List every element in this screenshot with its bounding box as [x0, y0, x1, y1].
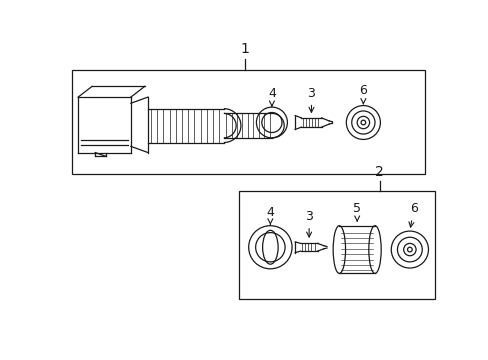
Text: 6: 6 [359, 85, 366, 104]
Text: 2: 2 [374, 165, 383, 179]
Text: 6: 6 [408, 202, 417, 227]
Text: 3: 3 [305, 210, 312, 237]
Text: 4: 4 [266, 206, 274, 225]
Text: 5: 5 [352, 202, 361, 221]
Text: 1: 1 [240, 41, 249, 55]
Text: 4: 4 [267, 87, 275, 106]
Bar [72, 70, 425, 174]
Bar [239, 191, 434, 299]
Text: 3: 3 [307, 87, 315, 112]
